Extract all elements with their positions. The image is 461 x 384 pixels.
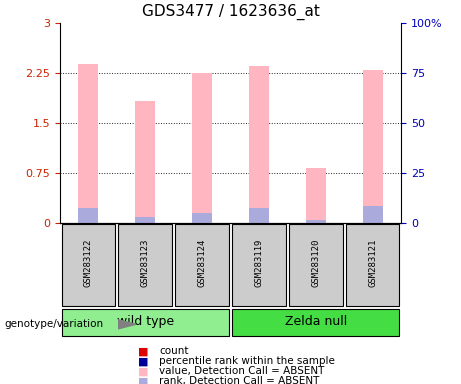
Text: Zelda null: Zelda null — [284, 315, 347, 328]
Bar — [135, 101, 155, 223]
Text: value, Detection Call = ABSENT: value, Detection Call = ABSENT — [159, 366, 325, 376]
Bar — [363, 70, 383, 223]
Text: GSM283121: GSM283121 — [368, 239, 377, 288]
Bar — [232, 223, 286, 306]
Bar — [306, 168, 326, 223]
Text: ■: ■ — [138, 346, 149, 356]
Text: GSM283119: GSM283119 — [254, 239, 263, 288]
Bar — [306, 220, 326, 223]
Bar — [135, 217, 155, 223]
Bar — [192, 213, 212, 223]
Bar — [289, 223, 343, 306]
Bar — [346, 223, 399, 306]
Text: GSM283120: GSM283120 — [311, 239, 320, 288]
Bar — [78, 208, 98, 223]
Text: GSM283123: GSM283123 — [141, 239, 150, 288]
Bar — [62, 309, 229, 336]
Bar — [78, 64, 98, 223]
Text: count: count — [159, 346, 189, 356]
Text: wild type: wild type — [117, 315, 174, 328]
Title: GDS3477 / 1623636_at: GDS3477 / 1623636_at — [142, 4, 319, 20]
Text: GSM283124: GSM283124 — [198, 239, 207, 288]
Bar — [249, 208, 269, 223]
Text: ■: ■ — [138, 366, 149, 376]
Polygon shape — [118, 319, 136, 329]
Text: genotype/variation: genotype/variation — [5, 319, 104, 329]
Text: rank, Detection Call = ABSENT: rank, Detection Call = ABSENT — [159, 376, 319, 384]
Bar — [192, 73, 212, 223]
Bar — [175, 223, 229, 306]
Bar — [249, 66, 269, 223]
Text: ■: ■ — [138, 356, 149, 366]
Text: GSM283122: GSM283122 — [84, 239, 93, 288]
Bar — [232, 309, 399, 336]
Text: percentile rank within the sample: percentile rank within the sample — [159, 356, 335, 366]
Text: ■: ■ — [138, 376, 149, 384]
Bar — [62, 223, 115, 306]
Bar — [118, 223, 172, 306]
Bar — [363, 206, 383, 223]
